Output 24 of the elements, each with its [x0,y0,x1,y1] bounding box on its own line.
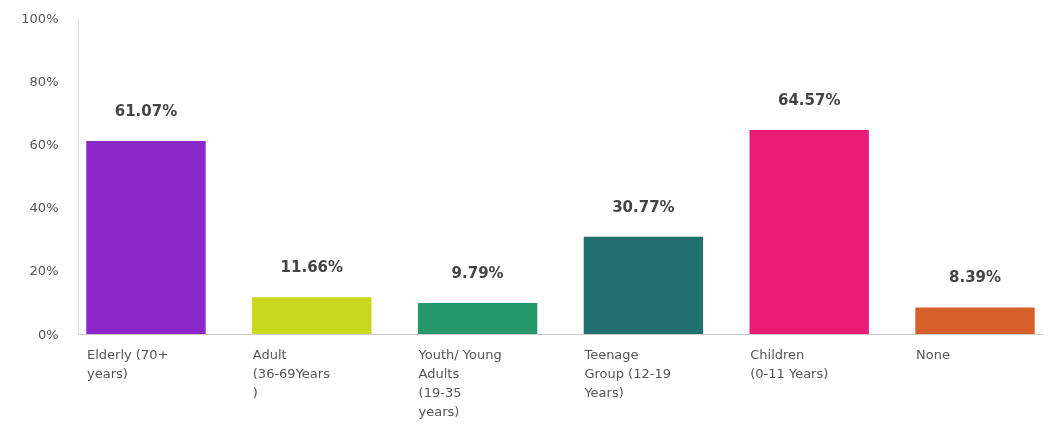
data-label: 8.39% [949,268,1002,287]
data-label: 9.79% [451,264,504,283]
x-tick-label: Children (0-11 Years) [750,346,829,381]
x-tick-label: Teenage Group (12-19 Years) [583,346,671,400]
y-tick-label: 40% [29,200,59,216]
bar [252,297,372,334]
bar [749,129,869,334]
x-tick-label: None [916,346,950,362]
y-tick-label: 100% [21,10,59,26]
y-tick-label: 20% [29,263,59,279]
bar [915,307,1035,334]
y-tick-label: 60% [29,136,59,152]
y-tick-label: 0% [37,326,59,342]
x-tick-label: Adult (36-69Years ) [252,346,331,400]
x-tick-label: Elderly (70+ years) [86,346,169,381]
data-label: 64.57% [777,90,841,109]
data-label: 11.66% [280,258,344,277]
y-tick-label: 80% [29,73,59,89]
x-tick-label: Youth/ Young Adults (19-35 years) [417,346,502,419]
data-label: 61.07% [114,102,178,121]
bar [583,236,704,334]
data-label: 30.77% [612,197,675,216]
bar [86,141,206,334]
bar [417,303,538,334]
